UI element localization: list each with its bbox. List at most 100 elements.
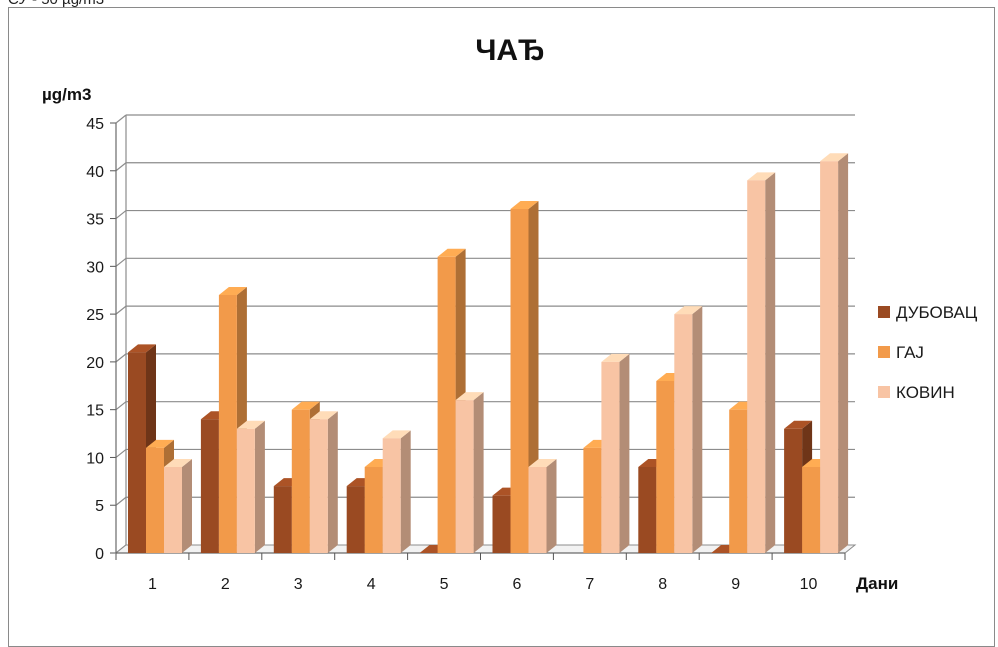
- bar-front: [382, 438, 401, 553]
- bar-top: [437, 248, 466, 257]
- gridline-side: [115, 257, 127, 267]
- y-tick-label: 5: [95, 498, 104, 515]
- bar: [382, 430, 411, 553]
- x-axis-label: Дани: [856, 574, 898, 593]
- x-tick-label: 4: [367, 576, 376, 593]
- bar: [747, 172, 776, 554]
- x-tick-label: 8: [658, 576, 667, 593]
- legend-item: ДУБОВАЦ: [878, 303, 978, 322]
- bar-front: [747, 180, 766, 554]
- bar-side: [473, 392, 484, 553]
- y-tick-label: 35: [86, 212, 104, 229]
- bar-front: [309, 419, 328, 553]
- bar: [455, 392, 484, 553]
- bar: [164, 459, 192, 553]
- x-tick-label: 2: [221, 576, 230, 593]
- bar-front: [729, 409, 748, 553]
- bar-top: [784, 420, 813, 429]
- y-tick-label: 10: [86, 450, 104, 467]
- legend-swatch: [878, 306, 890, 318]
- gridline-side: [115, 305, 127, 315]
- bar-side: [327, 411, 338, 553]
- bar-side: [838, 153, 849, 553]
- bar: [528, 459, 557, 553]
- y-tick-label: 25: [86, 307, 104, 324]
- bar-top: [382, 430, 411, 439]
- bar-front: [510, 209, 529, 553]
- gridline-side: [115, 448, 127, 458]
- bar-side: [400, 430, 411, 553]
- legend-label: ДУБОВАЦ: [896, 303, 978, 322]
- y-tick-label: 20: [86, 355, 104, 372]
- legend-label: КОВИН: [896, 383, 955, 402]
- bar: [820, 153, 849, 553]
- bar-front: [820, 161, 839, 553]
- bar-top: [164, 459, 192, 467]
- bar-side: [692, 306, 703, 553]
- bar-front: [528, 467, 547, 553]
- gridline-side: [115, 353, 127, 363]
- top-caption: СУ - 50 µg/m3: [8, 0, 104, 8]
- x-tick-label: 3: [294, 576, 303, 593]
- bar-side: [254, 420, 265, 553]
- bar: [674, 306, 703, 553]
- bar-front: [291, 409, 310, 553]
- bar-top: [510, 201, 539, 209]
- bar: [601, 353, 630, 553]
- x-tick-label: 1: [148, 576, 157, 593]
- legend-item: КОВИН: [878, 383, 955, 402]
- bar-side: [182, 459, 192, 553]
- bar-side: [546, 459, 557, 553]
- bar-front: [674, 314, 693, 553]
- bar-top: [291, 401, 320, 410]
- legend-swatch: [878, 386, 890, 398]
- gridline-side: [115, 401, 127, 411]
- bar-front: [802, 467, 821, 553]
- bar-front: [346, 486, 365, 553]
- bar-top: [128, 344, 156, 353]
- y-tick-label: 40: [86, 164, 104, 181]
- x-tick-label: 9: [731, 576, 740, 593]
- bar-top: [218, 287, 247, 295]
- bar-front: [601, 361, 620, 553]
- bar-front: [638, 467, 657, 553]
- bar-side: [619, 353, 630, 553]
- y-tick-label: 15: [86, 403, 104, 420]
- legend-swatch: [878, 346, 890, 358]
- y-tick-label: 45: [86, 116, 104, 133]
- bar-front: [656, 381, 675, 553]
- bar-top: [236, 420, 265, 429]
- bar-front: [784, 428, 803, 553]
- bar-front: [492, 495, 511, 553]
- bars-layer: [128, 153, 849, 554]
- bar-top: [146, 439, 174, 448]
- bar-top: [820, 153, 849, 162]
- bar-front: [583, 447, 602, 553]
- bar: [236, 420, 265, 553]
- bar-top: [601, 353, 630, 362]
- bar-front: [200, 419, 219, 553]
- bar-front: [364, 467, 383, 553]
- bar-front: [128, 352, 146, 553]
- bar: [309, 411, 338, 553]
- bar-front: [437, 256, 456, 553]
- y-axis-label: µg/m3: [42, 85, 91, 104]
- legend: ДУБОВАЦ ГАЈ КОВИН: [878, 303, 978, 402]
- legend-label: ГАЈ: [896, 343, 924, 362]
- x-tick-label: 10: [800, 576, 818, 593]
- gridline-side: [115, 114, 127, 124]
- bar-top: [455, 392, 484, 401]
- x-tick-label: 5: [440, 576, 449, 593]
- bar-front: [273, 486, 292, 553]
- bar-top: [674, 306, 703, 315]
- y-tick-label: 30: [86, 259, 104, 276]
- gridline-side: [115, 210, 127, 220]
- legend-item: ГАЈ: [878, 343, 924, 362]
- bar-top: [528, 459, 557, 467]
- bar-top: [309, 411, 338, 420]
- x-tick-label: 7: [585, 576, 594, 593]
- bar-front: [146, 447, 164, 553]
- bar-front: [236, 428, 255, 553]
- bar-front: [218, 295, 237, 553]
